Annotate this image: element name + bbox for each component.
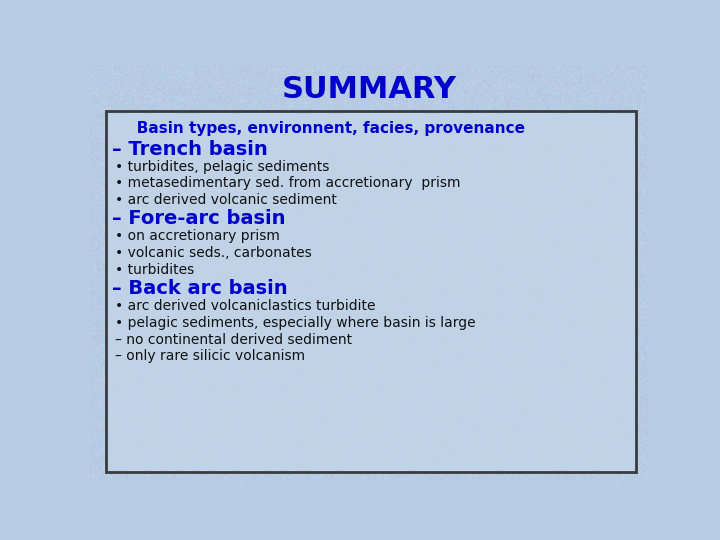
Text: Basin types, environnent, facies, provenance: Basin types, environnent, facies, proven… [121,121,525,136]
Text: • turbidites: • turbidites [115,263,194,276]
Text: – no continental derived sediment: – no continental derived sediment [115,333,352,347]
Text: – Back arc basin: – Back arc basin [112,279,288,299]
Text: • turbidites, pelagic sediments: • turbidites, pelagic sediments [115,160,330,173]
Text: • metasedimentary sed. from accretionary  prism: • metasedimentary sed. from accretionary… [115,176,461,190]
Text: • on accretionary prism: • on accretionary prism [115,230,280,244]
Text: • arc derived volcanic sediment: • arc derived volcanic sediment [115,193,337,207]
Text: • pelagic sediments, especially where basin is large: • pelagic sediments, especially where ba… [115,316,476,330]
Text: SUMMARY: SUMMARY [282,75,456,104]
FancyBboxPatch shape [106,111,636,472]
Text: • arc derived volcaniclastics turbidite: • arc derived volcaniclastics turbidite [115,299,376,313]
Text: – Fore-arc basin: – Fore-arc basin [112,210,286,228]
Text: – only rare silicic volcanism: – only rare silicic volcanism [115,349,305,363]
Text: • volcanic seds., carbonates: • volcanic seds., carbonates [115,246,312,260]
Text: – Trench basin: – Trench basin [112,140,268,159]
